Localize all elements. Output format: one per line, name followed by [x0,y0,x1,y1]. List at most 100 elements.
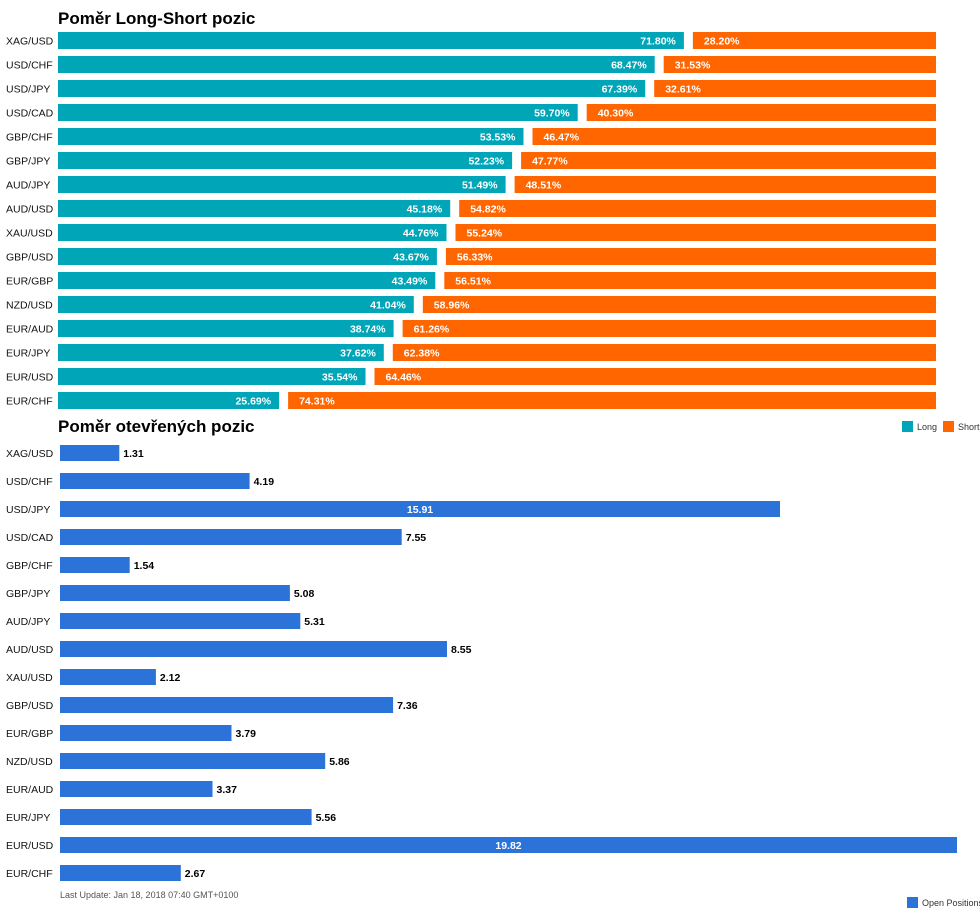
open-positions-category-label: GBP/CHF [6,560,53,572]
long-value-label: 45.18% [407,204,443,216]
short-bar [654,80,936,97]
long-bar [58,104,578,121]
open-positions-bar [60,809,312,825]
short-value-label: 48.51% [526,180,562,192]
long-bar [58,320,394,337]
open-positions-bar [60,613,301,629]
open-positions-value-label: 5.86 [329,756,350,768]
open-positions-title: Poměr otevřených pozic [58,417,255,436]
long-value-label: 52.23% [468,156,504,168]
open-positions-category-label: XAG/USD [6,448,54,460]
long-short-category-label: EUR/JPY [6,348,50,360]
open-positions-chart: XAG/USD 1.31 USD/CHF 4.19 USD/JPY 15.91 USD/CA… [6,445,957,881]
long-bar [58,56,655,73]
long-bar [58,176,506,193]
legend-long-label: Long [917,422,937,432]
short-bar [521,152,936,169]
long-value-label: 43.49% [392,276,428,288]
short-bar [514,176,936,193]
long-bar [58,128,524,145]
short-value-label: 64.46% [386,372,422,384]
short-bar [445,248,936,265]
short-value-label: 31.53% [675,60,711,72]
open-positions-value-label: 8.55 [451,644,472,656]
short-value-label: 32.61% [665,84,701,96]
long-bar [58,248,437,265]
short-value-label: 28.20% [704,36,740,48]
long-short-category-label: EUR/GBP [6,276,53,288]
long-bar [58,32,684,49]
open-positions-category-label: EUR/JPY [6,812,50,824]
long-short-category-label: NZD/USD [6,300,53,312]
short-bar [402,320,937,337]
short-value-label: 55.24% [467,228,503,240]
long-value-label: 43.67% [393,252,429,264]
short-value-label: 54.82% [470,204,506,216]
long-bar [58,392,280,409]
open-positions-category-label: NZD/USD [6,756,53,768]
short-bar [586,104,936,121]
long-value-label: 67.39% [602,84,638,96]
long-short-category-label: AUD/USD [6,204,54,216]
long-value-label: 68.47% [611,60,647,72]
open-positions-legend: Open Positions [907,897,980,908]
long-bar [58,272,436,289]
long-bar [58,368,366,385]
long-value-label: 41.04% [370,300,406,312]
open-positions-category-label: EUR/CHF [6,868,53,880]
open-positions-category-label: EUR/AUD [6,784,54,796]
long-short-category-label: USD/JPY [6,84,50,96]
open-positions-bar [60,445,120,461]
open-positions-bar [60,753,326,769]
long-short-category-label: AUD/JPY [6,180,50,192]
short-value-label: 56.33% [457,252,493,264]
short-bar [422,296,936,313]
open-positions-bar [60,585,290,601]
open-positions-value-label: 2.12 [160,672,181,684]
short-bar [455,224,936,241]
long-value-label: 35.54% [322,372,358,384]
short-value-label: 61.26% [414,324,450,336]
long-bar [58,224,447,241]
short-value-label: 62.38% [404,348,440,360]
short-value-label: 40.30% [598,108,634,120]
long-bar [58,296,414,313]
open-positions-category-label: AUD/USD [6,644,54,656]
open-positions-category-label: GBP/JPY [6,588,50,600]
long-short-category-label: EUR/AUD [6,324,54,336]
open-positions-bar [60,473,250,489]
open-positions-category-label: USD/JPY [6,504,50,516]
open-positions-value-label: 5.56 [316,812,337,824]
short-value-label: 56.51% [455,276,491,288]
short-bar [459,200,936,217]
long-bar [58,80,646,97]
long-short-category-label: EUR/USD [6,372,54,384]
short-bar [444,272,936,289]
long-value-label: 71.80% [640,36,676,48]
open-positions-value-label: 3.37 [217,784,238,796]
open-positions-category-label: AUD/JPY [6,616,50,628]
long-short-category-label: XAU/USD [6,228,53,240]
open-positions-bar [60,781,213,797]
last-update-text: Last Update: Jan 18, 2018 07:40 GMT+0100 [60,890,238,900]
open-positions-value-label: 15.91 [407,504,433,516]
open-positions-bar [60,557,130,573]
open-positions-value-label: 19.82 [495,840,521,852]
open-positions-category-label: EUR/GBP [6,728,53,740]
open-positions-value-label: 7.36 [397,700,418,712]
open-positions-value-label: 3.79 [236,728,257,740]
long-short-category-label: GBP/USD [6,252,54,264]
open-positions-bar [60,529,402,545]
open-positions-value-label: 2.67 [185,868,206,880]
short-bar [692,32,936,49]
legend-short-label: Short [958,422,980,432]
open-positions-value-label: 5.31 [304,616,325,628]
long-short-category-label: GBP/JPY [6,156,50,168]
open-positions-value-label: 1.54 [134,560,155,572]
long-value-label: 38.74% [350,324,386,336]
long-short-category-label: USD/CHF [6,60,53,72]
long-value-label: 37.62% [340,348,376,360]
long-bar [58,152,513,169]
open-positions-category-label: XAU/USD [6,672,53,684]
long-value-label: 53.53% [480,132,516,144]
